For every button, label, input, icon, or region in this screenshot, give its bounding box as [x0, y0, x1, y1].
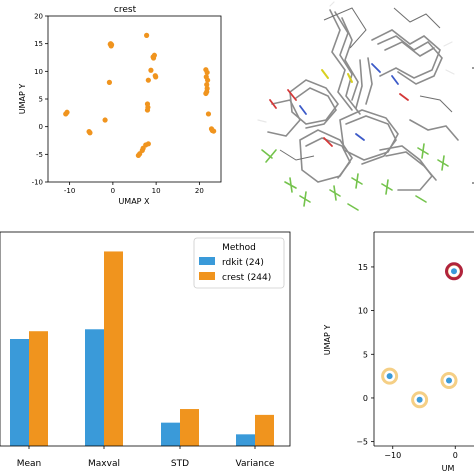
x-tick-label: STD [171, 459, 189, 469]
data-point [446, 377, 452, 384]
scatter-series [63, 32, 217, 159]
y-tick-label: −5 [356, 438, 368, 447]
legend-swatch-crest [199, 272, 215, 280]
y-tick-label: 20 [34, 13, 43, 21]
bar-rdkit [161, 422, 180, 446]
y-tick-label: 0 [39, 123, 43, 131]
data-point [211, 128, 217, 134]
point-halo [411, 391, 429, 409]
data-point [87, 130, 93, 136]
data-point [106, 79, 113, 85]
bar-crest [104, 251, 123, 446]
data-point [145, 77, 151, 83]
data-point [144, 107, 151, 113]
bar-crest [180, 409, 199, 446]
panel-b-bar-chart: Mean Maxval STD Variance Method rdkit (24) … [0, 231, 291, 469]
data-point [148, 67, 154, 73]
x-tick-label: 0 [453, 451, 458, 460]
legend-swatch-rdkit [199, 257, 215, 265]
y-tick-label: 5 [39, 96, 43, 104]
x-axis-label: UMAP X [118, 197, 150, 206]
legend: Method rdkit (24) crest (244) [193, 237, 285, 289]
point-halo [381, 367, 399, 385]
legend-label-crest: crest (244) [222, 273, 271, 283]
legend-label-rdkit: rdkit (24) [222, 258, 264, 268]
data-point [451, 268, 457, 275]
bar-crest [29, 331, 48, 446]
data-point [204, 77, 211, 83]
x-tick-label: Mean [17, 459, 42, 469]
point-halo [440, 371, 458, 389]
highlight-ring [445, 262, 463, 281]
data-point [204, 82, 210, 88]
data-point [204, 89, 210, 95]
axis-ticks: −10 0 −5 0 5 10 15 [356, 263, 458, 460]
y-tick-label: 0 [363, 394, 368, 403]
data-point [416, 396, 423, 403]
bar-rdkit [10, 339, 29, 446]
data-point [150, 55, 157, 61]
panel-a-scatter: crest -10 0 10 20 -10 -5 0 5 10 15 20 UMAP X UMAP … [18, 5, 222, 206]
x-tick-label: 0 [111, 187, 115, 195]
x-tick-label: Maxval [88, 459, 120, 469]
x-tick-label: −10 [384, 451, 401, 460]
x-tick-label: -10 [64, 187, 75, 195]
x-axis-label: UM [442, 464, 455, 473]
x-axis-ticks: Mean Maxval STD Variance [17, 446, 275, 469]
data-point [205, 111, 212, 117]
y-tick-label: -10 [32, 179, 43, 187]
y-tick-label: 15 [34, 40, 43, 48]
scatter-series [381, 262, 463, 409]
x-tick-label: 20 [195, 187, 204, 195]
y-tick-label: 10 [34, 68, 43, 76]
y-axis-label: UMAP Y [18, 84, 27, 115]
plot-frame [0, 231, 291, 447]
bar-rdkit [85, 329, 104, 446]
panel-c-scatter: −10 0 −5 0 5 10 15 UMAP Y UM [323, 231, 474, 473]
data-point [135, 152, 141, 159]
y-tick-label: -5 [36, 151, 43, 159]
plot-frame [47, 15, 222, 183]
chart-title: crest [114, 5, 137, 15]
data-point [153, 74, 159, 80]
data-point [144, 32, 150, 38]
bar-crest [255, 414, 274, 446]
legend-box [193, 237, 285, 289]
data-point [204, 69, 210, 76]
axis-ticks: -10 0 10 20 -10 -5 0 5 10 15 20 [32, 13, 204, 196]
legend-title: Method [222, 243, 256, 253]
bar-rdkit [236, 434, 255, 446]
y-tick-label: 5 [363, 350, 368, 359]
data-point [386, 373, 393, 380]
molecule-overlay-image [257, 1, 459, 211]
bar-series [10, 251, 274, 446]
y-tick-label: 10 [358, 307, 368, 316]
data-point [108, 43, 114, 49]
x-tick-label: 10 [152, 187, 161, 195]
y-tick-label: 15 [358, 263, 368, 272]
data-point [63, 111, 69, 117]
y-axis-label: UMAP Y [323, 325, 332, 356]
data-point [102, 117, 108, 123]
x-tick-label: Variance [236, 459, 275, 469]
